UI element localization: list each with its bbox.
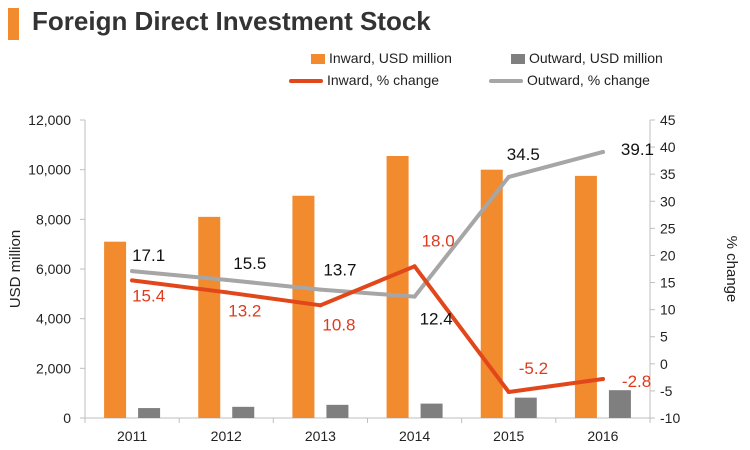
- inward-bar: [292, 195, 315, 418]
- inward-change-line-point: [600, 376, 605, 381]
- inward-bar: [386, 156, 409, 418]
- inward-change-line-point: [318, 303, 323, 308]
- legend-inward-bar-label: Inward, USD million: [329, 50, 452, 66]
- x-axis-tick-label: 2016: [587, 428, 618, 444]
- outward-bar: [326, 404, 349, 418]
- outward-change-line-point: [600, 149, 605, 154]
- legend-outward-line-label: Outward, % change: [527, 72, 650, 88]
- right-axis-title: % change: [723, 236, 740, 303]
- legend-outward-bar-label: Outward, USD million: [529, 50, 663, 66]
- x-axis-tick-label: 2014: [399, 428, 430, 444]
- outward-change-data-label: 15.5: [233, 254, 266, 273]
- right-axis-tick-label: -5: [660, 383, 673, 399]
- inward-change-data-label: -2.8: [622, 372, 651, 391]
- outward-change-line: [130, 149, 605, 299]
- legend-outward-bar-swatch: [511, 54, 525, 65]
- legend-outward-bar: Outward, USD million: [511, 50, 663, 66]
- inward-bar: [104, 241, 127, 418]
- title-accent-bar: [8, 8, 19, 40]
- chart-title: Foreign Direct Investment Stock: [32, 6, 431, 36]
- left-axis-tick-label: 4,000: [36, 311, 71, 327]
- x-axis-tick-label: 2011: [117, 428, 147, 444]
- right-axis-tick-label: 25: [660, 220, 676, 236]
- outward-change-line-point: [506, 174, 511, 179]
- legend-outward-line: Outward, % change: [489, 72, 650, 88]
- outward-bar: [138, 408, 161, 418]
- outward-change-data-label: 34.5: [507, 145, 540, 164]
- inward-change-line-point: [412, 264, 417, 269]
- inward-bar: [574, 175, 597, 418]
- right-axis-tick-label: 15: [660, 275, 676, 291]
- outward-change-data-label: 17.1: [132, 246, 165, 265]
- left-axis-tick-label: 0: [63, 410, 71, 426]
- left-axis-tick-label: 8,000: [36, 211, 71, 227]
- outward-change-line-point: [412, 294, 417, 299]
- outward-bar: [608, 390, 631, 418]
- outward-bar: [232, 406, 255, 418]
- legend-inward-line-swatch: [289, 79, 323, 84]
- outward-change-line-point: [130, 269, 135, 274]
- right-axis-tick-label: 45: [660, 112, 676, 128]
- outward-change-data-label: 13.7: [323, 261, 356, 280]
- right-axis-tick-label: 20: [660, 247, 676, 263]
- inward-change-data-label: 15.4: [132, 286, 165, 305]
- inward-change-data-label: 10.8: [322, 315, 355, 334]
- outward-bar: [514, 397, 537, 418]
- right-axis-tick-label: 5: [660, 329, 668, 345]
- outward-change-data-label: 12.4: [420, 310, 453, 329]
- inward-change-line-point: [506, 389, 511, 394]
- left-axis-tick-label: 10,000: [28, 162, 71, 178]
- inward-change-data-label: 18.0: [422, 231, 455, 250]
- left-axis-title: USD million: [7, 230, 24, 308]
- outward-change-line-point: [318, 287, 323, 292]
- left-axis-tick-label: 6,000: [36, 261, 71, 277]
- inward-change-line: [130, 264, 605, 394]
- legend-inward-line: Inward, % change: [289, 72, 439, 88]
- right-axis-tick-label: 40: [660, 139, 676, 155]
- right-axis-tick-label: 0: [660, 356, 668, 372]
- right-axis-tick-label: 10: [660, 302, 676, 318]
- inward-change-line-point: [224, 290, 229, 295]
- x-axis-tick-label: 2013: [305, 428, 336, 444]
- legend-inward-bar: Inward, USD million: [311, 50, 452, 66]
- legend-outward-line-swatch: [489, 79, 523, 84]
- inward-change-line-point: [130, 278, 135, 283]
- inward-change-data-label: 13.2: [228, 301, 261, 320]
- left-axis-tick-label: 2,000: [36, 360, 71, 376]
- right-axis-tick-label: 35: [660, 166, 676, 182]
- right-axis-tick-label: 30: [660, 193, 676, 209]
- outward-bar: [420, 403, 443, 418]
- inward-bar: [198, 216, 221, 418]
- outward-change-data-label: 39.1: [621, 140, 654, 159]
- x-axis-tick-label: 2012: [211, 428, 242, 444]
- legend-inward-line-label: Inward, % change: [327, 72, 440, 88]
- outward-change-line-point: [224, 277, 229, 282]
- x-axis-tick-label: 2015: [493, 428, 524, 444]
- inward-bar: [480, 169, 503, 418]
- right-axis-tick-label: -10: [660, 410, 680, 426]
- legend-inward-bar-swatch: [311, 54, 325, 65]
- inward-change-data-label: -5.2: [519, 359, 548, 378]
- left-axis-tick-label: 12,000: [28, 112, 71, 128]
